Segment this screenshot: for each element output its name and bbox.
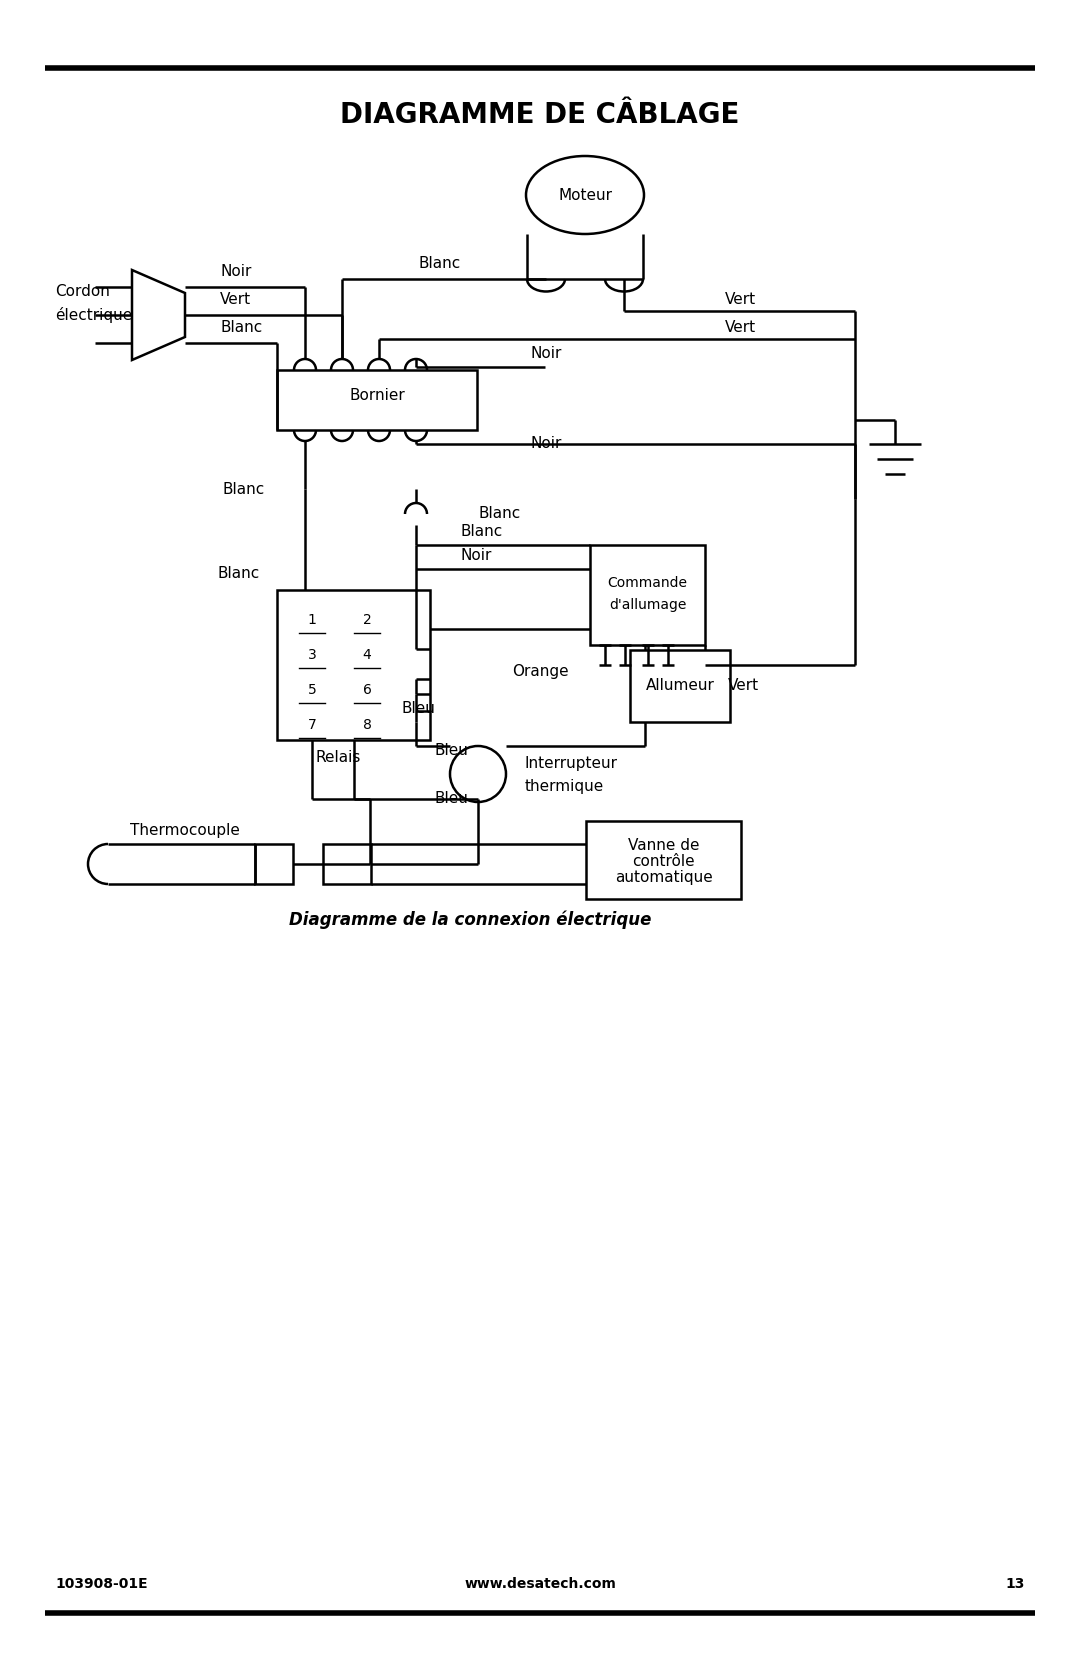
Text: Noir: Noir (220, 264, 252, 279)
Bar (276, 371, 477, 431)
Text: Thermocouple: Thermocouple (130, 823, 240, 838)
Text: 2: 2 (363, 613, 372, 628)
Text: Vert: Vert (728, 679, 759, 694)
Text: Bleu: Bleu (435, 791, 469, 806)
Text: 103908-01E: 103908-01E (55, 1577, 148, 1591)
Text: 13: 13 (1005, 1577, 1025, 1591)
Bar (630, 649, 730, 723)
Text: 1: 1 (308, 613, 316, 628)
Bar (255, 845, 293, 885)
Text: Vert: Vert (725, 292, 756, 307)
Text: Blanc: Blanc (460, 524, 502, 539)
Text: DIAGRAMME DE CÂBLAGE: DIAGRAMME DE CÂBLAGE (340, 102, 740, 129)
Text: Noir: Noir (530, 347, 562, 362)
Text: Allumeur: Allumeur (646, 679, 715, 694)
Text: contrôle: contrôle (632, 855, 694, 870)
Bar (586, 821, 741, 900)
Text: Bleu: Bleu (401, 701, 435, 716)
Bar (276, 591, 430, 739)
Text: Blanc: Blanc (218, 566, 260, 581)
Text: Cordon: Cordon (55, 284, 110, 299)
Text: 5: 5 (308, 683, 316, 698)
Text: 3: 3 (308, 648, 316, 663)
Text: automatique: automatique (615, 871, 713, 886)
Text: 4: 4 (363, 648, 372, 663)
Text: Interrupteur: Interrupteur (525, 756, 618, 771)
Text: Bleu: Bleu (435, 743, 469, 758)
Text: Bornier: Bornier (349, 387, 405, 402)
Text: Blanc: Blanc (222, 481, 265, 496)
Text: Noir: Noir (460, 549, 491, 564)
Text: Noir: Noir (530, 437, 562, 452)
Text: Relais: Relais (315, 751, 361, 766)
Text: Blanc: Blanc (220, 320, 262, 335)
Text: thermique: thermique (525, 779, 604, 794)
Text: Diagramme de la connexion électrique: Diagramme de la connexion électrique (288, 911, 651, 930)
Text: d'allumage: d'allumage (609, 598, 686, 613)
Text: www.desatech.com: www.desatech.com (464, 1577, 616, 1591)
Text: Vanne de: Vanne de (627, 838, 699, 853)
Text: Commande: Commande (607, 576, 688, 591)
Bar (323, 845, 372, 885)
Text: électrique: électrique (55, 307, 132, 324)
Text: Moteur: Moteur (558, 187, 612, 202)
Bar (590, 546, 705, 644)
Text: Blanc: Blanc (419, 257, 461, 272)
Text: 8: 8 (363, 718, 372, 733)
Text: 7: 7 (308, 718, 316, 733)
Text: Blanc: Blanc (478, 506, 521, 521)
Text: Vert: Vert (220, 292, 252, 307)
Text: 6: 6 (363, 683, 372, 698)
Text: Orange: Orange (512, 664, 569, 679)
Text: Vert: Vert (725, 319, 756, 334)
